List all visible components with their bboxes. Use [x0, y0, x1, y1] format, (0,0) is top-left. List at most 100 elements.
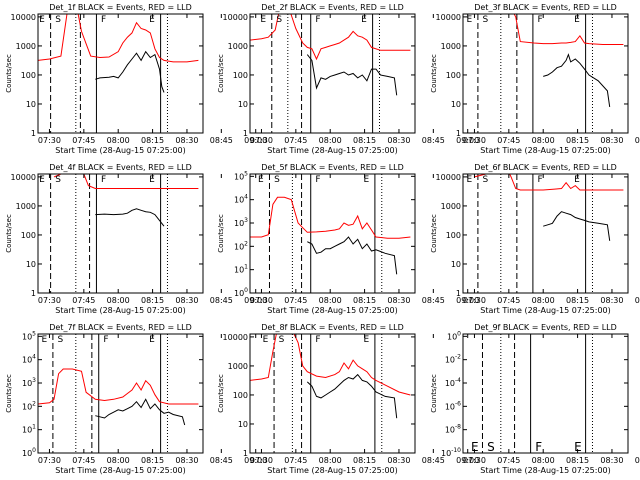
y-tick-label: 10000	[223, 333, 248, 342]
series-events	[307, 375, 396, 419]
y-axis-label: Counts/sec	[430, 214, 438, 253]
panel-4: E S F E07:30 07:45 08:00 08:15 08:30 08:45 09:001…	[5, 163, 267, 315]
y-tick-label: 100	[21, 71, 36, 80]
x-tick-label: 07:45	[284, 456, 307, 465]
y-tick-label: 101	[234, 264, 248, 275]
x-axis-label: Start Time (28-Aug-15 07:25:00)	[267, 146, 398, 155]
event-flag: F	[535, 440, 542, 454]
x-tick-label: 07:45	[284, 296, 307, 305]
x-tick-label: 07:45	[72, 456, 95, 465]
x-tick-label: 07:30	[463, 136, 486, 145]
event-flag: S	[482, 175, 488, 185]
x-tick-label: 08:15	[566, 456, 589, 465]
x-tick-label: 08:30	[600, 296, 623, 305]
x-tick-label: 08:15	[141, 296, 164, 305]
y-axis-label: Counts/sec	[5, 54, 13, 93]
x-tick-label: 08:30	[175, 296, 198, 305]
x-tick-label: 07:45	[497, 296, 520, 305]
y-tick-label: 1	[456, 289, 461, 298]
x-axis-label: Start Time (28-Aug-15 07:25:00)	[55, 466, 186, 475]
y-tick-label: 100	[21, 231, 36, 240]
x-tick-label: 07:30	[250, 456, 273, 465]
series-events	[543, 212, 610, 241]
y-tick-label: 1000	[228, 42, 248, 51]
y-tick-label: 102	[22, 400, 36, 411]
plot-frame	[38, 14, 203, 133]
event-flag: S	[55, 15, 61, 25]
x-tick-label: 08:30	[387, 136, 410, 145]
y-axis-label: Counts/sec	[5, 374, 13, 413]
x-tick-label: 07:30	[38, 136, 61, 145]
y-tick-label: 10000	[436, 173, 461, 182]
series-lld	[38, 369, 198, 404]
y-tick-label: 10000	[436, 13, 461, 22]
x-tick-label: 08:45	[635, 136, 640, 145]
x-tick-label: 08:45	[635, 456, 640, 465]
event-flag: F	[315, 175, 320, 185]
event-flag: F	[537, 175, 542, 185]
y-axis-label: Counts/sec	[430, 54, 438, 93]
y-tick-label: 1	[243, 449, 248, 458]
x-tick-label: 08:30	[387, 296, 410, 305]
x-tick-label: 08:45	[210, 296, 233, 305]
x-tick-label: 07:30	[250, 296, 273, 305]
event-flag: S	[57, 335, 63, 345]
x-tick-label: 08:15	[141, 136, 164, 145]
plot-area: ESFE	[38, 334, 198, 453]
x-tick-label: 08:45	[422, 136, 445, 145]
event-flag: S	[487, 440, 495, 454]
y-axis-label: Counts/sec	[217, 214, 225, 253]
series-events	[95, 209, 164, 226]
plot-area: ESFE	[466, 8, 623, 133]
panel-title: Det_1f BLACK = Events, RED = LLD	[49, 3, 192, 12]
y-tick-label: 1	[31, 129, 36, 138]
event-flag: F	[315, 335, 320, 345]
detector-lightcurve-grid: E S F E07:30 07:45 08:00 08:15 08:30 08:45 09:001…	[0, 0, 640, 480]
x-tick-label: 08:15	[141, 456, 164, 465]
x-tick-label: 08:30	[175, 136, 198, 145]
panel-title: Det_6f BLACK = Events, RED = LLD	[474, 163, 617, 172]
y-tick-label: 103	[22, 377, 36, 388]
y-tick-label: 1000	[16, 202, 36, 211]
event-flag: E	[263, 335, 269, 345]
x-tick-label: 08:00	[319, 296, 342, 305]
plot-frame	[250, 174, 415, 293]
y-tick-label: 100	[446, 71, 461, 80]
y-tick-label: 10-6	[445, 400, 461, 411]
y-tick-label: 105	[234, 170, 248, 181]
x-tick-label: 08:00	[319, 136, 342, 145]
series-lld	[250, 197, 410, 238]
y-axis-label: Counts/sec	[430, 374, 438, 413]
panel-7: E S F E07:30 07:45 08:00 08:15 08:30 08:45 09:001…	[5, 323, 267, 475]
x-tick-label: 08:00	[107, 456, 130, 465]
x-tick-label: 07:30	[463, 296, 486, 305]
panel-title: Det_5f BLACK = Events, RED = LLD	[261, 163, 404, 172]
x-axis-label: Start Time (28-Aug-15 07:25:00)	[55, 146, 186, 155]
panel-8: E S F E07:30 07:45 08:00 08:15 08:30 08:45 09:001…	[217, 323, 479, 475]
event-flag: E	[466, 175, 472, 185]
panel-9: ESFE07:3007:4508:0008:1508:3008:4509:001…	[430, 323, 640, 475]
x-tick-label: 07:45	[497, 136, 520, 145]
x-tick-label: 07:45	[72, 296, 95, 305]
y-tick-label: 104	[22, 354, 36, 365]
series-events	[95, 399, 184, 425]
x-tick-label: 08:45	[210, 456, 233, 465]
y-tick-label: 10	[238, 100, 248, 109]
x-tick-label: 08:30	[175, 456, 198, 465]
y-tick-label: 10000	[11, 173, 36, 182]
event-flag: F	[101, 15, 106, 25]
x-tick-label: 08:30	[600, 136, 623, 145]
x-axis-label: Start Time (28-Aug-15 07:25:00)	[267, 466, 398, 475]
y-tick-label: 10	[26, 260, 36, 269]
y-tick-label: 105	[22, 330, 36, 341]
panel-title: Det_8f BLACK = Events, RED = LLD	[261, 323, 404, 332]
panel-title: Det_7f BLACK = Events, RED = LLD	[49, 323, 192, 332]
x-tick-label: 08:30	[387, 456, 410, 465]
y-tick-label: 10-4	[445, 377, 461, 388]
y-tick-label: 103	[234, 217, 248, 228]
x-tick-label: 08:45	[635, 296, 640, 305]
series-events	[307, 237, 396, 274]
plot-area: ESFE	[250, 8, 410, 133]
panel-5: E S F E07:30 07:45 08:00 08:15 08:30 08:45 09:001…	[217, 163, 479, 315]
